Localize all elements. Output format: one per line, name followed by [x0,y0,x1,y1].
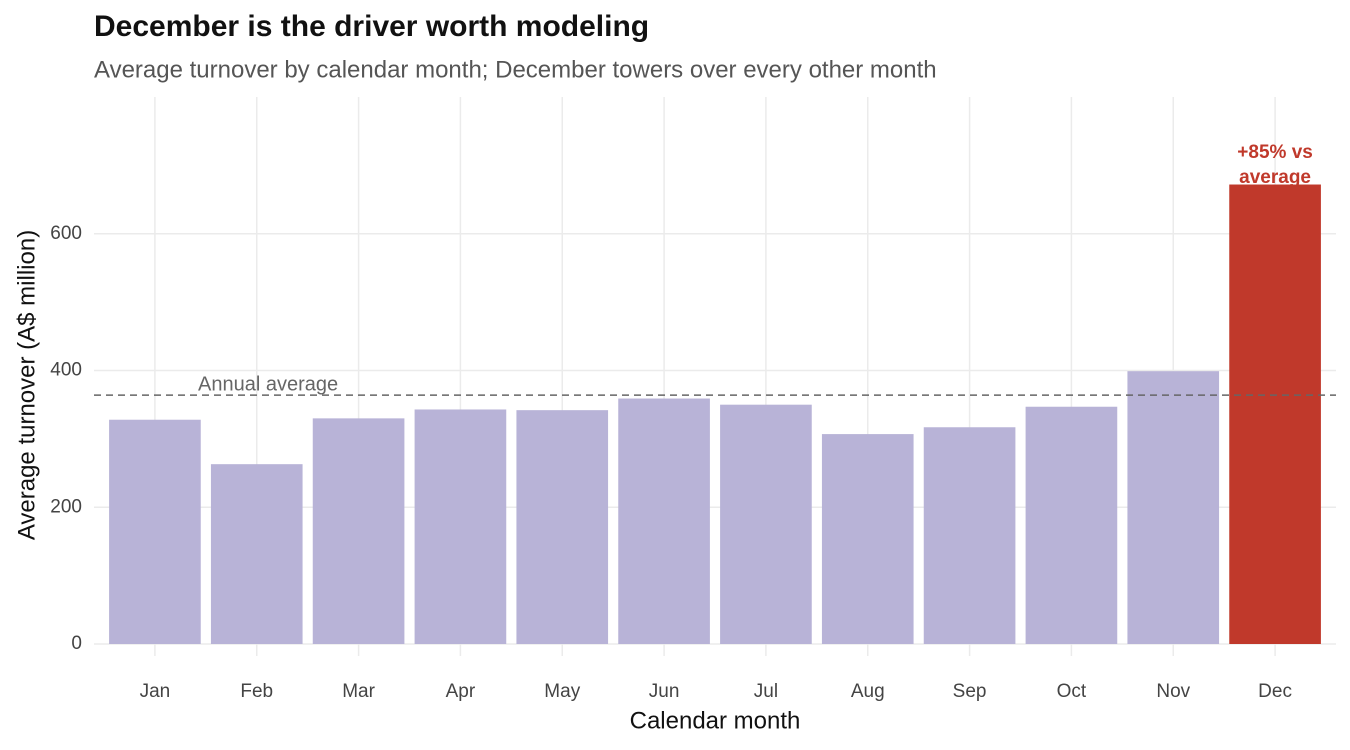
chart-subtitle: Average turnover by calendar month; Dece… [94,56,937,83]
x-tick-label: Aug [851,681,885,702]
x-tick-label: Sep [953,681,987,702]
bar [1229,184,1321,644]
x-tick-label: Dec [1258,681,1292,702]
x-tick-label: Mar [342,681,375,702]
bar [923,427,1016,644]
y-axis-title: Average turnover (A$ million) [13,230,40,540]
annotation: +85% vs average [1237,141,1313,188]
bar [414,409,507,644]
bar [312,418,405,644]
x-tick-label: Apr [446,681,476,702]
bar [109,419,201,644]
x-tick-label: Jul [754,681,778,702]
bar [720,404,812,644]
reference-label: Annual average [198,373,338,395]
x-tick-label: Jan [140,681,171,702]
x-tick-label: Oct [1057,681,1087,702]
bar [516,410,609,644]
y-tick-label: 400 [50,360,82,381]
bar [1025,406,1118,644]
bar [821,434,914,644]
bar [618,398,710,644]
bar [1127,371,1220,644]
x-axis-title: Calendar month [630,707,801,734]
y-tick-label: 0 [71,633,82,654]
chart-title: December is the driver worth modeling [94,10,649,43]
y-tick-label: 600 [50,223,82,244]
x-tick-label: Nov [1156,681,1190,702]
bar [210,464,303,644]
x-tick-label: Feb [240,681,273,702]
x-tick-label: May [544,681,580,702]
x-tick-label: Jun [649,681,680,702]
y-tick-label: 200 [50,496,82,517]
